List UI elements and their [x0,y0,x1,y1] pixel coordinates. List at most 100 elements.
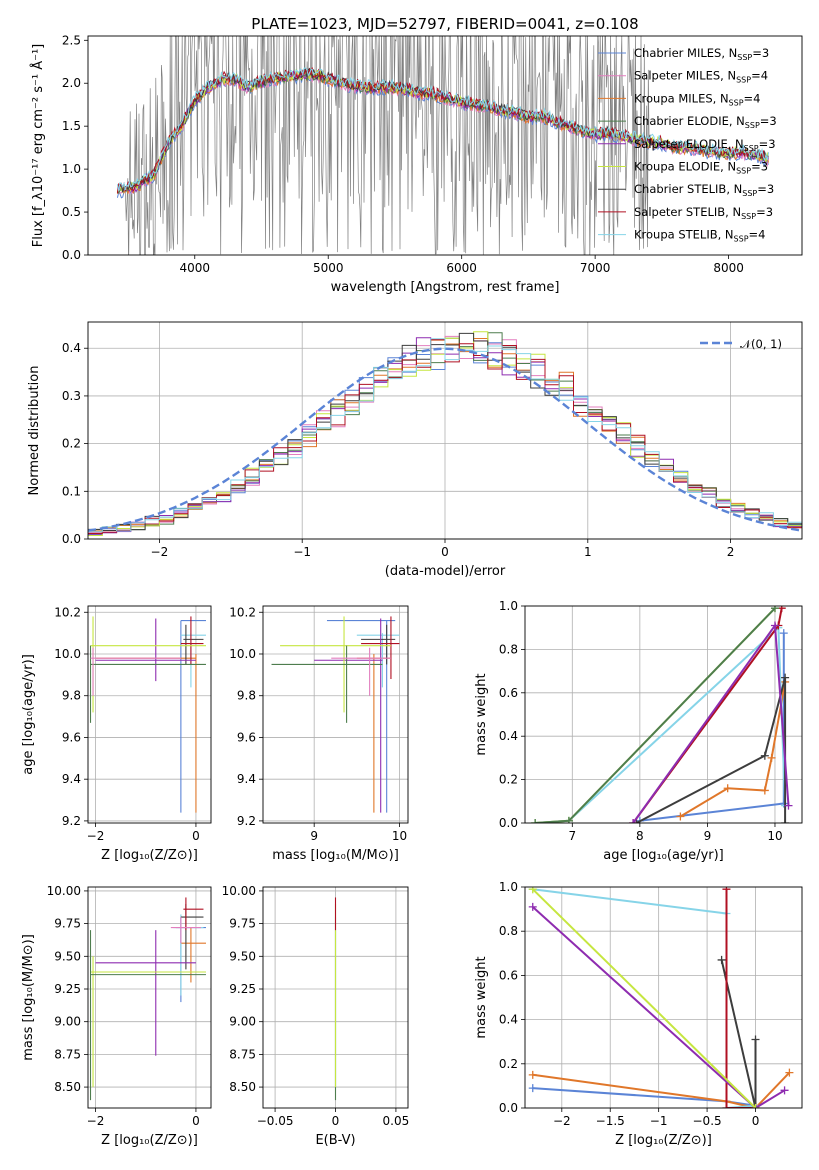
x-tick-label: −1 [650,1114,668,1128]
y-tick-label: 0.0 [62,248,81,262]
legend-entry: Chabrier ELODIE, NSSP=3 [634,114,777,130]
x-tick-label: 9 [704,829,712,843]
x-axis-label: age [log₁₀(age/yr)] [603,848,724,863]
normal-curve [88,347,802,532]
y-tick-label: 0.6 [499,686,518,700]
axes-residuals: −2 −1 0 1 2 0.0 0.1 0.2 0.3 0.4 (data-model)/error… [27,321,803,579]
x-tick-label: −2 [87,829,105,843]
weight-point-marker [632,819,641,823]
y-axis-label: mass weight [474,673,489,755]
weight-point-marker [564,816,573,823]
y-tick-label: 9.6 [62,730,81,744]
x-tick-label: −2 [553,1114,571,1128]
legend-entry: Kroupa MILES, NSSP=4 [634,91,760,107]
weight-series-line [720,959,757,1108]
x-axis-label: Z [log₁₀(Z/Z⊙)] [615,1133,712,1148]
y-tick-label: 1.0 [499,880,518,894]
weight-point-marker [531,819,540,823]
model-spectrum-line [116,67,770,194]
axes-frame [87,886,212,1109]
legend-entry: Salpeter ELODIE, NSSP=3 [634,137,776,153]
x-tick-label: −2 [151,545,169,559]
y-tick-label: 0.1 [62,484,81,498]
y-axis-label: mass weight [474,956,489,1038]
weight-series-line [532,906,786,1108]
y-tick-label: 9.00 [54,1015,81,1029]
x-tick-label: 7000 [580,261,611,275]
y-axis-label: Flux [f_λ10⁻¹⁷ erg cm⁻² s⁻¹ Å⁻¹] [30,44,46,248]
legend-entry: Kroupa STELIB, NSSP=4 [634,228,765,244]
weight-point-marker [780,1086,789,1095]
weight-point-marker [767,753,776,762]
y-tick-label: 0.3 [62,389,81,403]
y-tick-label: 1.5 [62,119,81,133]
axes-age-vs-mass: 9 10 9.2 9.4 9.6 9.8 10.0 10.2 mass [log₁₀(M/M⊙)… [229,605,409,863]
y-tick-label: 9.75 [54,917,81,931]
axes-age-vs-Z: −2 0 9.2 9.4 9.6 9.8 10.0 10.2 Z [log₁₀(Z/Z⊙)] ag… [21,605,212,863]
weight-series-line [532,1071,791,1108]
legend-entry: Chabrier STELIB, NSSP=3 [634,182,774,198]
weight-series-line [725,889,756,1108]
weight-point-marker [629,819,638,823]
weight-point-marker [528,1070,537,1079]
weight-series-line [639,633,785,822]
weight-point-marker [723,784,732,793]
weight-series-line [636,677,787,823]
weight-point-marker [528,1084,537,1093]
weight-point-marker [717,955,726,964]
weight-point-marker [781,673,790,682]
y-tick-label: 9.25 [54,982,81,996]
y-tick-label: 8.50 [229,1080,256,1094]
axes-weight-vs-Z: −2 −1.5 −1 −0.5 0 0.0 0.2 0.4 0.6 0.8 1.0 Z [log₁₀(… [474,880,803,1148]
y-tick-label: 0.2 [499,773,518,787]
histogram-step-line [88,338,802,533]
axes-frame [87,321,803,540]
y-axis-label: age [log₁₀(age/yr)] [21,654,36,775]
x-tick-label: 0 [192,1114,200,1128]
y-tick-label: 0.4 [499,1013,518,1027]
y-tick-label: 10.00 [47,884,81,898]
y-tick-label: 10.2 [229,605,256,619]
y-tick-label: 9.4 [237,772,256,786]
x-tick-label: 6000 [446,261,477,275]
y-tick-label: 10.0 [54,647,81,661]
axes-frame [87,605,212,824]
weight-point-marker [528,887,537,894]
plot-area-weight-vs-Z [528,887,794,1108]
weight-point-marker [760,786,769,795]
legend-entry: Kroupa ELODIE, NSSP=3 [634,160,768,176]
plot-area-residuals [88,331,802,536]
plot-area-spectrum [116,36,770,255]
weight-series-line [531,888,757,1108]
y-tick-label: 2.5 [62,33,81,47]
y-tick-label: 0.8 [499,642,518,656]
legend-entry: Salpeter STELIB, NSSP=3 [634,205,773,221]
x-tick-label: 10 [392,829,407,843]
y-tick-label: 0.0 [499,1101,518,1115]
y-tick-label: 10.2 [54,605,81,619]
axes-frame [87,35,803,256]
y-tick-label: 0.5 [62,205,81,219]
weight-point-marker [779,629,788,638]
y-tick-label: 1.0 [62,162,81,176]
x-tick-label: 0.05 [383,1114,410,1128]
axes-weight-vs-age: 7 8 9 10 0.0 0.2 0.4 0.6 0.8 1.0 age [log₁₀(age/yr… [474,599,803,863]
legend-entry: Chabrier MILES, NSSP=3 [634,46,769,62]
weight-series-line [679,681,787,818]
plot-area-weight-vs-age [531,606,793,823]
axes-frame [262,605,409,824]
weight-point-marker [784,801,793,810]
x-axis-label: E(B-V) [315,1133,355,1148]
y-tick-label: 9.50 [54,949,81,963]
weight-point-marker [751,1035,760,1044]
x-tick-label: 5000 [313,261,344,275]
x-tick-label: −2 [87,1114,105,1128]
weight-point-marker [770,606,779,613]
plot-area-mass-vs-Z [89,897,206,1101]
legend-entry: Salpeter MILES, NSSP=4 [634,69,768,85]
weight-point-marker [676,812,685,821]
axes-frame [524,886,803,1109]
y-tick-label: 8.50 [54,1080,81,1094]
y-tick-label: 9.25 [229,982,256,996]
y-tick-label: 0.6 [499,968,518,982]
